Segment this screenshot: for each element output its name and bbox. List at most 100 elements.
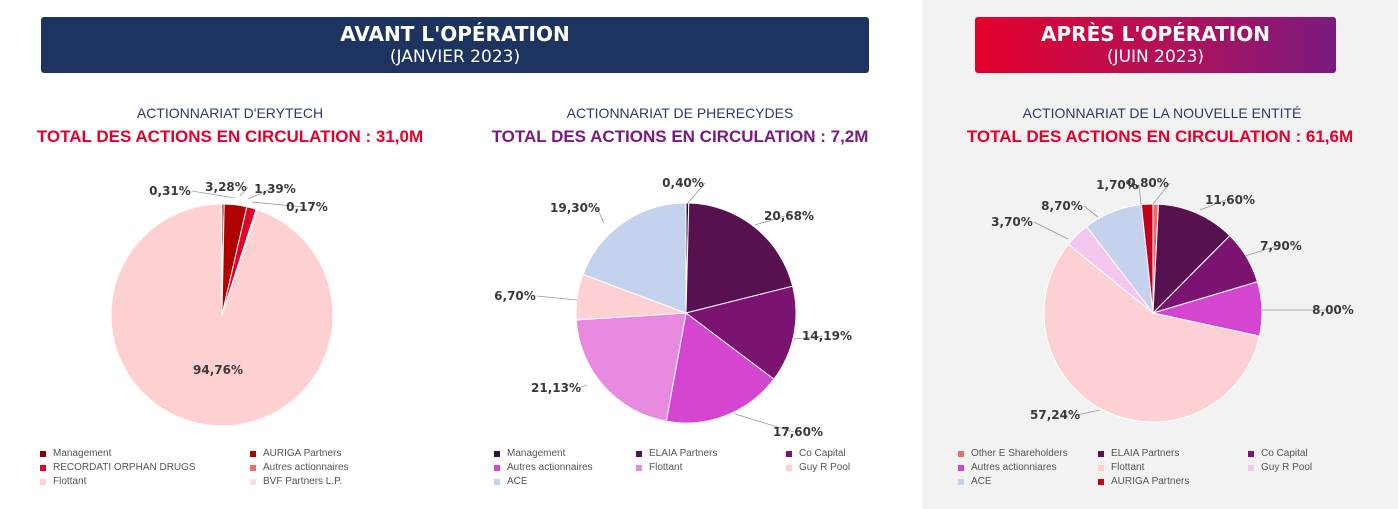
legend-label: BVF Partners L.P. <box>263 476 343 487</box>
pherecydes-leader-autres-actionnaires <box>734 413 795 433</box>
legend-swatch <box>958 450 964 457</box>
legend-swatch <box>636 464 642 471</box>
new-entity-slice-flottant <box>1043 243 1261 423</box>
legend-swatch <box>494 478 500 485</box>
new-entity-label-autres-actionniares: 8,00% <box>1312 303 1354 317</box>
erytech-label-autres-actionnaires: 0,17% <box>286 200 328 214</box>
legend-label: ELAIA Partners <box>649 448 718 459</box>
after-operation-banner: APRÈS L'OPÉRATION (JUIN 2023) <box>975 17 1336 73</box>
erytech-label-auriga-partners: 3,28% <box>205 180 247 194</box>
legend-swatch <box>1248 464 1254 471</box>
pherecydes-slice-co-capital <box>684 285 797 380</box>
pherecydes-label-flottant: 21,13% <box>531 381 581 395</box>
legend-label: Other E Shareholders <box>971 448 1068 459</box>
legend-swatch <box>40 450 46 457</box>
legend-label: Co Capital <box>1261 448 1308 459</box>
legend-swatch <box>494 450 500 457</box>
new-entity-label-guy-r-pool: 3,70% <box>991 215 1033 229</box>
legend-swatch <box>1098 464 1104 471</box>
erytech-legend-item: RECORDATI ORPHAN DRUGS <box>40 462 240 473</box>
erytech-legend-item: Management <box>40 448 240 459</box>
new-entity-legend-item: ELAIA Partners <box>1098 448 1238 459</box>
new-entity-legend-item: Guy R Pool <box>1248 462 1378 473</box>
legend-label: Flottant <box>53 476 87 487</box>
legend-swatch <box>250 478 256 485</box>
legend-swatch <box>250 450 256 457</box>
erytech-legend-item: BVF Partners L.P. <box>250 476 450 487</box>
legend-label: Management <box>507 448 566 459</box>
pherecydes-leader-co-capital <box>793 335 824 340</box>
legend-swatch <box>250 464 256 471</box>
pherecydes-leader-ace <box>596 207 605 224</box>
pherecydes-label-elaia-partners: 20,68% <box>764 209 814 223</box>
new-entity-label-ace: 8,70% <box>1041 199 1083 213</box>
legend-swatch <box>1248 450 1254 457</box>
legend-label: ELAIA Partners <box>1111 448 1180 459</box>
legend-label: AURIGA Partners <box>1111 476 1190 487</box>
erytech-legend-item: Flottant <box>40 476 240 487</box>
new-entity-leader-ace <box>1083 205 1099 218</box>
pherecydes-legend-item: Co Capital <box>786 448 916 459</box>
legend-label: Autres actionnaires <box>507 462 593 473</box>
after-banner-date: (JUIN 2023) <box>1106 47 1205 67</box>
new-entity-legend-item: AURIGA Partners <box>1098 476 1238 487</box>
pherecydes-slice-autres-actionnaires <box>665 312 775 424</box>
legend-swatch <box>636 450 642 457</box>
erytech-chart-title: TOTAL DES ACTIONS EN CIRCULATION : 31,0M <box>36 127 424 146</box>
pherecydes-label-co-capital: 14,19% <box>802 329 852 343</box>
new-entity-leader-guy-r-pool <box>1033 221 1069 240</box>
pherecydes-leader-guy-r-pool <box>536 295 578 301</box>
legend-label: Guy R Pool <box>1261 462 1313 473</box>
legend-label: Co Capital <box>799 448 846 459</box>
pherecydes-leader-management <box>687 182 706 204</box>
pherecydes-legend-item: Guy R Pool <box>786 462 916 473</box>
pherecydes-label-management: 0,40% <box>662 176 704 190</box>
pherecydes-slice-flottant <box>575 312 687 422</box>
new-entity-legend: Other E Shareholders ELAIA Partners Co Cap… <box>958 448 1378 487</box>
erytech-slice-bvf-partners-l-p <box>220 203 223 316</box>
legend-label: Management <box>53 448 112 459</box>
erytech-leader-autres-actionnaires <box>251 201 304 208</box>
pherecydes-legend-item: Management <box>494 448 626 459</box>
legend-label: ACE <box>971 476 992 487</box>
erytech-legend-item: Autres actionnaires <box>250 462 450 473</box>
legend-label: Autres actionniares <box>971 462 1057 473</box>
pherecydes-slice-elaia-partners <box>685 202 794 314</box>
erytech-chart-subtitle: ACTIONNARIAT D'ERYTECH <box>136 105 324 121</box>
new-entity-chart-subtitle: ACTIONNARIAT DE LA NOUVELLE ENTITÉ <box>1022 105 1302 121</box>
erytech-leader-auriga-partners <box>239 186 249 197</box>
new-entity-chart-title: TOTAL DES ACTIONS EN CIRCULATION : 61,6M <box>966 127 1354 146</box>
legend-swatch <box>786 464 792 471</box>
pherecydes-leader-flottant <box>577 384 588 389</box>
legend-swatch <box>40 464 46 471</box>
legend-swatch <box>1098 450 1104 457</box>
pherecydes-chart-subtitle: ACTIONNARIAT DE PHERECYDES <box>566 105 794 121</box>
erytech-label-management: 0,31% <box>149 184 191 198</box>
new-entity-leader-flottant <box>1076 409 1101 416</box>
pherecydes-label-autres-actionnaires: 17,60% <box>773 425 823 439</box>
new-entity-legend-item: ACE <box>958 476 1088 487</box>
new-entity-legend-item: Other E Shareholders <box>958 448 1088 459</box>
new-entity-legend-item: Co Capital <box>1248 448 1378 459</box>
new-entity-leader-other-e-shareholders <box>1152 182 1171 205</box>
legend-label: Flottant <box>649 462 683 473</box>
legend-swatch <box>40 478 46 485</box>
pherecydes-legend-item: ACE <box>494 476 626 487</box>
legend-swatch <box>958 478 964 485</box>
new-entity-leader-co-capital <box>1244 245 1278 257</box>
legend-label: Guy R Pool <box>799 462 851 473</box>
legend-swatch <box>786 450 792 457</box>
legend-swatch <box>958 464 964 471</box>
new-entity-label-elaia-partners: 11,60% <box>1205 193 1255 207</box>
erytech-leader-recordati-orphan-drugs <box>247 188 272 200</box>
legend-label: AURIGA Partners <box>263 448 342 459</box>
legend-label: RECORDATI ORPHAN DRUGS <box>53 462 196 473</box>
erytech-legend: Management AURIGA Partners RECORDATI ORPHA… <box>40 448 450 487</box>
new-entity-label-other-e-shareholders: 0,80% <box>1127 176 1169 190</box>
after-banner-title: APRÈS L'OPÉRATION <box>1041 22 1270 46</box>
before-banner-date: (JANVIER 2023) <box>389 47 521 67</box>
legend-swatch <box>494 464 500 471</box>
erytech-leader-management <box>191 190 236 199</box>
legend-label: Autres actionnaires <box>263 462 349 473</box>
